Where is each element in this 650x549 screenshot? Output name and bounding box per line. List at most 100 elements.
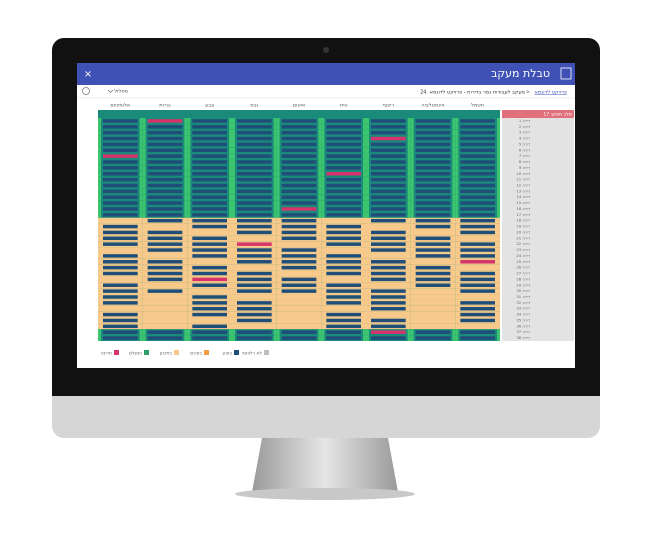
cell-bar	[371, 218, 406, 223]
cell-edge	[407, 147, 411, 154]
cell-bar	[237, 318, 272, 323]
cell-bar	[281, 265, 317, 270]
cell-bar	[460, 330, 495, 334]
cell-bar	[415, 213, 451, 217]
breadcrumb-link[interactable]: פרויקט לדוגמא	[534, 90, 567, 96]
cell-bar	[237, 130, 272, 135]
cell-bar	[192, 283, 227, 287]
cell-bar	[103, 136, 138, 141]
cell-edge	[276, 211, 280, 218]
cell-edge	[187, 118, 191, 124]
cell	[98, 276, 143, 283]
cell-edge	[187, 123, 191, 130]
cell-bar	[147, 248, 183, 252]
cell-bar	[371, 336, 406, 340]
cell-edge	[497, 188, 500, 195]
cell-bar	[237, 160, 272, 164]
cell-bar	[147, 236, 183, 241]
cell-edge	[142, 182, 146, 189]
cell	[276, 241, 322, 248]
cell-edge	[232, 329, 235, 336]
cell-edge	[452, 164, 456, 171]
cell-bar	[326, 242, 361, 246]
cell-edge	[318, 141, 322, 148]
cell-bar	[415, 236, 451, 241]
cell-edge	[142, 164, 146, 171]
cell-edge	[321, 329, 325, 336]
cell-edge	[366, 194, 369, 201]
cell-edge	[98, 153, 101, 160]
cell	[142, 252, 188, 259]
cell-edge	[455, 194, 459, 201]
cell-edge	[452, 194, 456, 201]
column-header: נגרות	[159, 103, 171, 109]
cell-bar	[415, 330, 451, 334]
cell-edge	[142, 176, 146, 183]
cell-bar	[192, 148, 227, 153]
cell-edge	[366, 206, 369, 212]
cell-bar	[192, 248, 227, 252]
cell-bar	[326, 148, 361, 153]
cell-edge	[187, 170, 191, 177]
cell	[455, 264, 500, 271]
cell-edge	[452, 153, 456, 160]
cell-bar	[415, 265, 451, 270]
cell-bar	[415, 177, 451, 182]
legend-label: לא רלוונטי	[242, 352, 263, 357]
cell-bar	[237, 136, 272, 141]
cell-edge	[410, 194, 414, 201]
cell-bar	[415, 166, 451, 170]
cell	[142, 294, 188, 300]
cell	[276, 311, 322, 318]
cell-bar	[326, 336, 361, 340]
cell	[321, 305, 366, 312]
cell-edge	[363, 159, 366, 165]
settings-icon[interactable]	[82, 87, 90, 95]
cell-bar	[460, 336, 495, 340]
cell-bar	[460, 195, 495, 199]
cell-edge	[363, 118, 366, 124]
cell	[98, 305, 143, 312]
cell-bar	[192, 201, 227, 205]
cell-edge	[98, 170, 101, 177]
cell-bar	[147, 136, 183, 141]
cell-edge	[452, 147, 456, 154]
column-header: חשמל	[471, 103, 484, 109]
cell	[232, 294, 277, 300]
cell-edge	[497, 335, 500, 341]
cell-edge	[321, 200, 325, 207]
cell-edge	[410, 164, 414, 171]
cell-edge	[321, 118, 325, 124]
cell-edge	[452, 123, 456, 130]
cell-edge	[273, 123, 277, 130]
cell-edge	[142, 194, 146, 201]
cell-bar	[103, 236, 138, 241]
cell-bar	[103, 301, 138, 305]
cell-edge	[98, 194, 101, 201]
cell-edge	[184, 159, 188, 165]
cell-edge	[139, 206, 143, 212]
cell-bar	[237, 195, 272, 199]
cell-edge	[187, 188, 191, 195]
cell-bar	[371, 236, 406, 241]
dropdown[interactable]: מסלול	[114, 89, 128, 95]
cell-edge	[273, 200, 277, 207]
row-label: דירה 25	[516, 259, 530, 264]
cell-edge	[407, 141, 411, 148]
cell-edge	[273, 129, 277, 136]
camera	[323, 47, 329, 53]
cell	[142, 305, 188, 312]
cell-bar	[281, 177, 317, 182]
cell-edge	[363, 335, 366, 341]
cell-bar	[460, 218, 495, 223]
cell-edge	[184, 129, 188, 136]
cell-bar	[326, 230, 361, 235]
cell-edge	[184, 118, 188, 124]
cell-edge	[229, 164, 232, 171]
close-button[interactable]: ×	[84, 69, 92, 80]
cell-edge	[273, 159, 277, 165]
row-label: דירה 30	[516, 288, 530, 293]
cell-edge	[321, 153, 325, 160]
cell-bar	[460, 260, 495, 264]
cell-bar	[326, 207, 361, 211]
